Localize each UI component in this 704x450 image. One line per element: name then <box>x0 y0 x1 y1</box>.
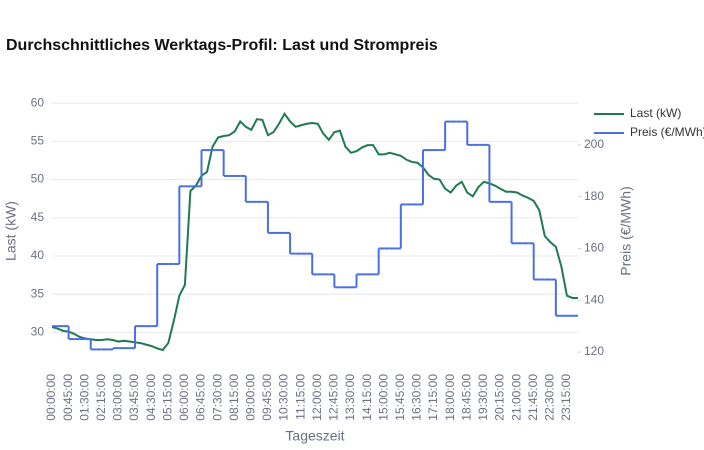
y-axis-title: Last (kW) <box>3 201 19 261</box>
x-tick-label: 00:00:00 <box>44 374 58 421</box>
y-tick-label: 30 <box>31 325 45 339</box>
x-axis-title: Tageszeit <box>285 428 344 444</box>
x-tick-label: 12:45:00 <box>327 374 341 421</box>
x-tick-label: 03:00:00 <box>111 374 125 421</box>
x-tick-label: 16:30:00 <box>410 374 424 421</box>
x-tick-label: 18:45:00 <box>459 374 473 421</box>
y-tick-label: 45 <box>31 210 45 224</box>
x-tick-label: 02:15:00 <box>94 374 108 421</box>
x-tick-label: 20:15:00 <box>493 374 507 421</box>
x-tick-label: 21:00:00 <box>509 374 523 421</box>
x-tick-label: 11:15:00 <box>293 374 307 420</box>
x-tick-label: 05:15:00 <box>160 374 174 421</box>
y2-tick-label: 180 <box>584 189 604 203</box>
legend-label: Last (kW) <box>630 106 681 120</box>
x-tick-label: 23:15:00 <box>559 374 573 421</box>
y2-tick-label: 200 <box>584 137 604 151</box>
x-tick-label: 09:45:00 <box>260 374 274 421</box>
x-tick-label: 06:00:00 <box>177 374 191 421</box>
x-tick-label: 18:00:00 <box>443 374 457 421</box>
x-tick-label: 22:30:00 <box>542 374 556 421</box>
x-tick-label: 21:45:00 <box>526 374 540 421</box>
y-tick-label: 60 <box>31 95 45 109</box>
y-tick-label: 50 <box>31 172 45 186</box>
x-tick-label: 17:15:00 <box>426 374 440 421</box>
x-tick-label: 07:30:00 <box>210 374 224 421</box>
x-tick-label: 13:30:00 <box>343 374 357 421</box>
x-tick-label: 04:30:00 <box>144 374 158 421</box>
y-tick-label: 40 <box>31 248 45 262</box>
y2-tick-label: 120 <box>584 344 604 358</box>
x-tick-label: 00:45:00 <box>61 374 75 421</box>
x-tick-label: 15:00:00 <box>376 374 390 421</box>
x-tick-label: 06:45:00 <box>194 374 208 421</box>
x-tick-label: 14:15:00 <box>360 374 374 421</box>
x-tick-label: 09:00:00 <box>243 374 257 421</box>
y2-tick-label: 160 <box>584 241 604 255</box>
x-tick-label: 01:30:00 <box>77 374 91 421</box>
x-tick-label: 03:45:00 <box>127 374 141 421</box>
y-tick-label: 55 <box>31 133 45 147</box>
y2-tick-label: 140 <box>584 292 604 306</box>
y-tick-label: 35 <box>31 286 45 300</box>
x-tick-label: 12:00:00 <box>310 374 324 421</box>
load-line <box>51 111 578 352</box>
x-tick-label: 08:15:00 <box>227 374 241 421</box>
x-tick-label: 19:30:00 <box>476 374 490 421</box>
legend-label: Preis (€/MWh) <box>630 125 704 139</box>
chart-title: Durchschnittliches Werktags-Profil: Last… <box>6 37 438 54</box>
x-tick-label: 10:30:00 <box>277 374 291 421</box>
y2-axis-title: Preis (€/MWh) <box>618 186 634 275</box>
x-tick-label: 15:45:00 <box>393 374 407 421</box>
